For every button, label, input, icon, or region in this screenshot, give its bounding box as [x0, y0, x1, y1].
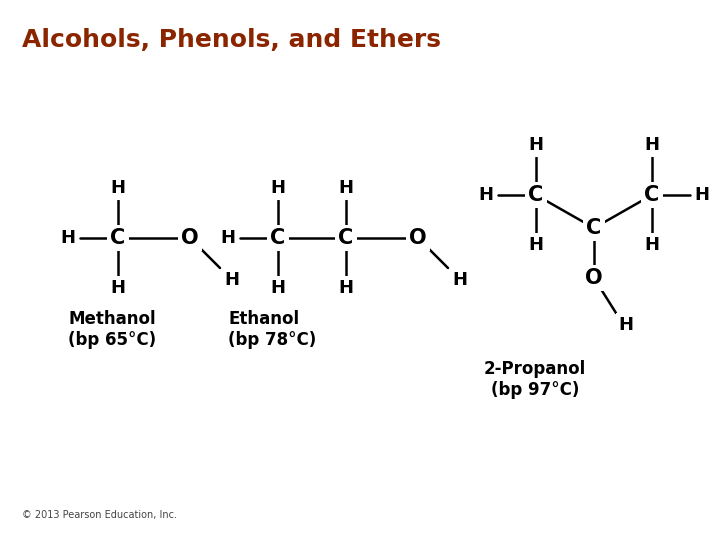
Text: C: C	[338, 228, 354, 248]
Text: C: C	[110, 228, 125, 248]
Text: © 2013 Pearson Education, Inc.: © 2013 Pearson Education, Inc.	[22, 510, 177, 520]
Text: C: C	[586, 218, 602, 238]
Text: H: H	[479, 186, 493, 204]
Text: H: H	[618, 316, 634, 334]
Text: H: H	[220, 229, 235, 247]
Text: H: H	[695, 186, 709, 204]
Text: H: H	[110, 279, 125, 297]
Text: Ethanol
(bp 78°C): Ethanol (bp 78°C)	[228, 310, 316, 349]
Text: 2-Propanol
(bp 97°C): 2-Propanol (bp 97°C)	[484, 360, 586, 399]
Text: H: H	[225, 271, 240, 289]
Text: O: O	[409, 228, 427, 248]
Text: H: H	[644, 136, 660, 154]
Text: C: C	[271, 228, 286, 248]
Text: C: C	[528, 185, 544, 205]
Text: H: H	[110, 179, 125, 197]
Text: H: H	[60, 229, 76, 247]
Text: O: O	[181, 228, 199, 248]
Text: H: H	[271, 279, 286, 297]
Text: O: O	[585, 268, 603, 288]
Text: H: H	[528, 136, 544, 154]
Text: H: H	[528, 236, 544, 254]
Text: Methanol
(bp 65°C): Methanol (bp 65°C)	[68, 310, 156, 349]
Text: H: H	[452, 271, 467, 289]
Text: H: H	[338, 279, 354, 297]
Text: H: H	[338, 179, 354, 197]
Text: H: H	[271, 179, 286, 197]
Text: H: H	[644, 236, 660, 254]
Text: Alcohols, Phenols, and Ethers: Alcohols, Phenols, and Ethers	[22, 28, 441, 52]
Text: C: C	[644, 185, 660, 205]
